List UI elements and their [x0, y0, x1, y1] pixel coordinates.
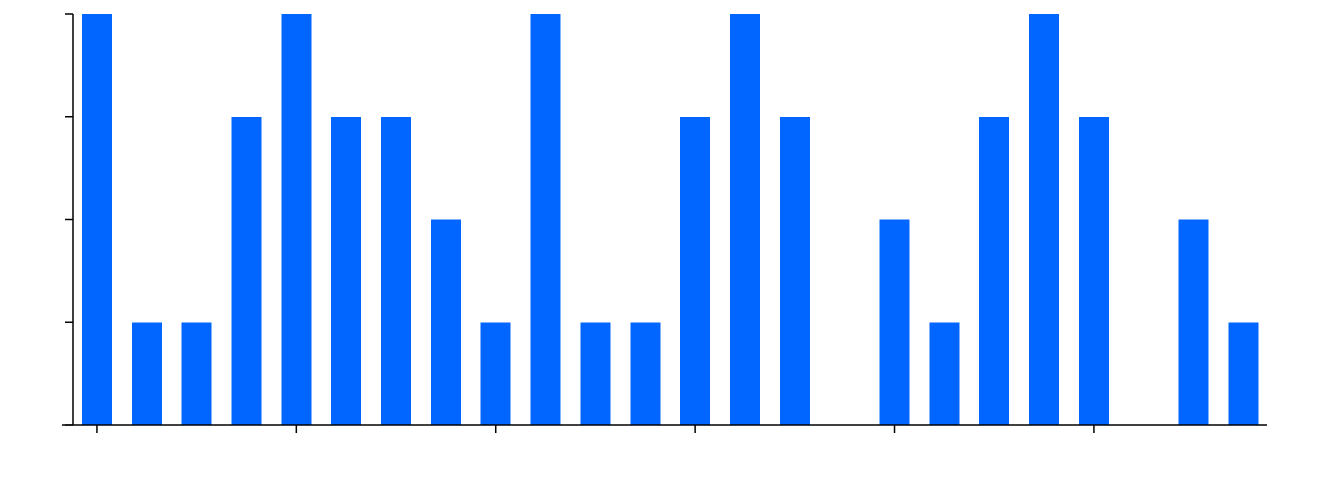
- bar-11: [630, 322, 661, 425]
- bars-layer: [81, 14, 1259, 425]
- bar-17: [929, 322, 960, 425]
- bar-9: [530, 14, 561, 425]
- bar-22: [1178, 219, 1209, 425]
- bar-16: [879, 219, 910, 425]
- bar-18: [979, 116, 1010, 425]
- bar-4: [281, 14, 312, 425]
- bar-14: [779, 116, 810, 425]
- bar-3: [231, 116, 262, 425]
- bar-8: [480, 322, 511, 425]
- bar-5: [331, 116, 362, 425]
- bar-10: [580, 322, 611, 425]
- bar-0: [81, 14, 112, 425]
- bar-7: [430, 219, 461, 425]
- bar-6: [381, 116, 412, 425]
- axes-layer: [62, 13, 1267, 433]
- bar-23: [1228, 322, 1259, 425]
- bar-19: [1029, 14, 1060, 425]
- bar-2: [181, 322, 212, 425]
- bar-12: [680, 116, 711, 425]
- bar-1: [131, 322, 162, 425]
- bar-20: [1078, 116, 1109, 425]
- bar-13: [729, 14, 760, 425]
